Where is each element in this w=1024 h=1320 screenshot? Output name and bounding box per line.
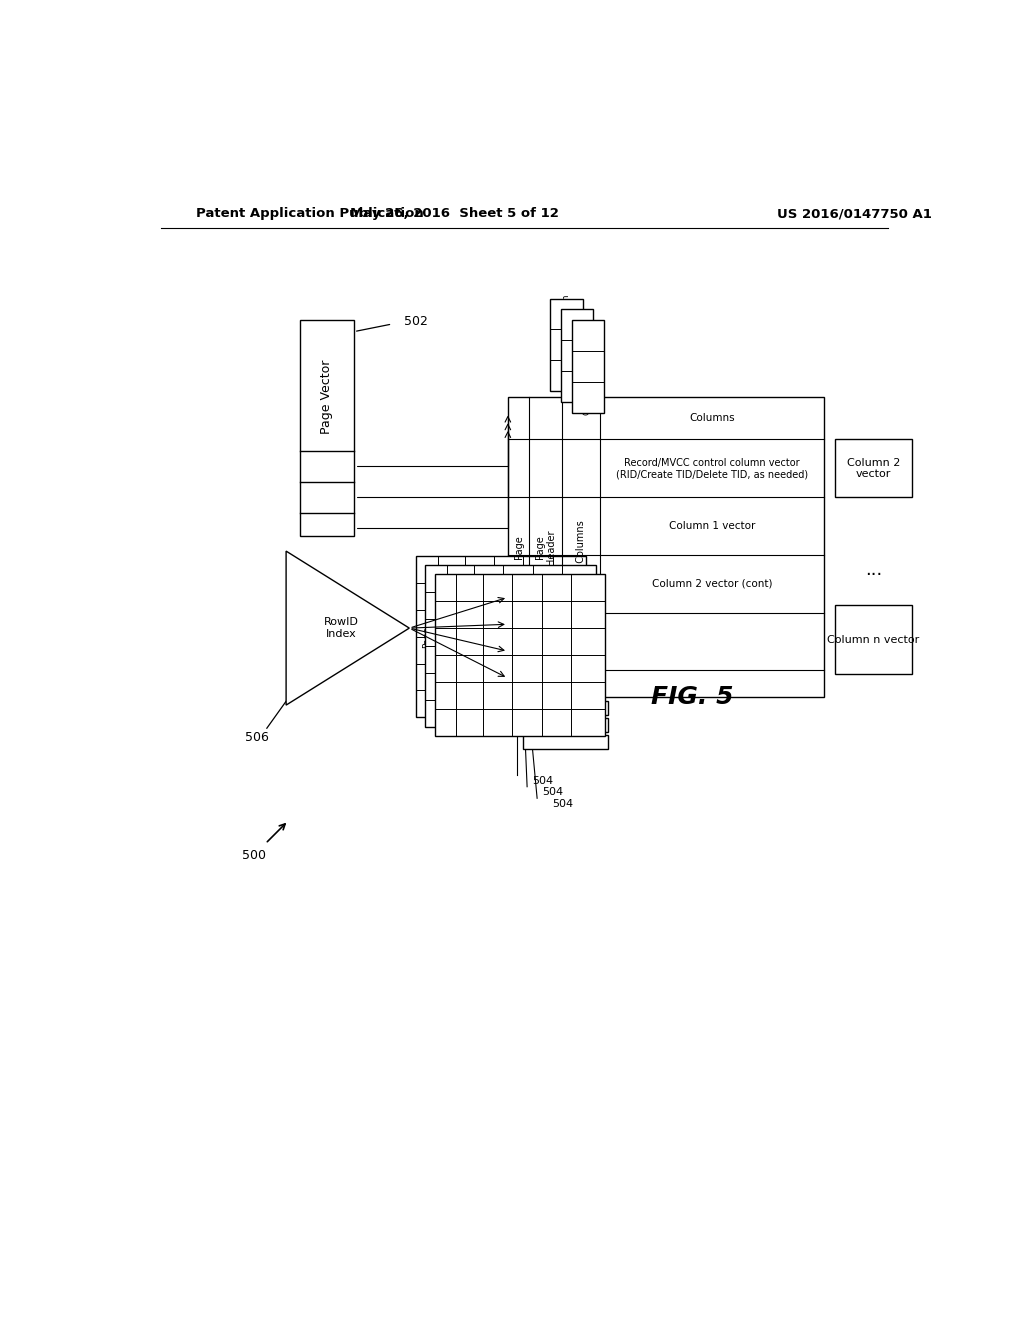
Bar [571, 321, 604, 413]
Text: 506: 506 [245, 731, 268, 744]
Text: DictPtr 0: DictPtr 0 [584, 635, 593, 675]
Bar [515, 718, 608, 733]
Text: Offset n: Offset n [562, 358, 571, 393]
Bar [508, 397, 823, 697]
Text: Page
Header: Page Header [460, 639, 479, 672]
Text: May 26, 2016  Sheet 5 of 12: May 26, 2016 Sheet 5 of 12 [349, 207, 558, 220]
Bar [300, 321, 354, 536]
Text: Column 2
vector: Column 2 vector [847, 458, 900, 479]
Text: 500: 500 [242, 849, 266, 862]
Text: Type n: Type n [543, 631, 552, 660]
Text: Type n: Type n [572, 341, 582, 370]
Text: Record/MVCC control column vector
(RID/Create TID/Delete TID, as needed): Record/MVCC control column vector (RID/C… [615, 458, 808, 479]
Text: Column 1 vector: Column 1 vector [669, 521, 755, 531]
Text: 504: 504 [532, 776, 554, 785]
Text: Type n: Type n [562, 330, 571, 359]
Text: Page Vector: Page Vector [321, 360, 334, 434]
Text: Page: Page [423, 626, 431, 648]
Text: Page: Page [441, 644, 450, 667]
Text: DictPtr n: DictPtr n [572, 305, 582, 345]
Text: Offset n: Offset n [504, 619, 513, 655]
Text: # Columns: # Columns [494, 630, 503, 680]
Text: # Columns: # Columns [577, 520, 586, 574]
Text: Type n: Type n [534, 622, 543, 651]
Text: Offset n: Offset n [513, 628, 522, 664]
Text: ...: ... [865, 561, 883, 579]
Bar [550, 298, 583, 391]
Text: Type 0: Type 0 [552, 640, 561, 669]
Text: US 2016/0147750 A1: US 2016/0147750 A1 [777, 207, 932, 220]
Text: RowID
Index: RowID Index [325, 618, 359, 639]
Text: 504: 504 [553, 799, 573, 809]
Text: Column n vector: Column n vector [827, 635, 920, 644]
Text: Page
Header: Page Header [451, 630, 470, 663]
Text: Type 0: Type 0 [584, 351, 593, 381]
Bar [425, 565, 596, 726]
Bar [416, 556, 587, 718]
Text: Page: Page [514, 536, 523, 560]
Text: DictPtr n: DictPtr n [574, 626, 584, 665]
Text: Page: Page [432, 635, 440, 657]
Text: # Columns: # Columns [484, 620, 494, 671]
Bar [836, 605, 912, 675]
Text: Columns: Columns [689, 413, 735, 424]
Polygon shape [286, 552, 410, 705]
Bar [561, 309, 593, 401]
Text: FIG. 5: FIG. 5 [651, 685, 734, 709]
Text: Patent Application Publication: Patent Application Publication [196, 207, 424, 220]
Text: DictPtr n: DictPtr n [565, 616, 574, 656]
Text: Page
Header: Page Header [535, 529, 556, 565]
Text: Offset 0: Offset 0 [584, 379, 593, 414]
Text: Offset 0: Offset 0 [522, 638, 531, 673]
Text: 504: 504 [543, 787, 563, 797]
Text: Column 2 vector (cont): Column 2 vector (cont) [651, 579, 772, 589]
Text: Page
Header: Page Header [441, 620, 461, 653]
Text: 502: 502 [403, 315, 428, 329]
Text: DictPtr n: DictPtr n [562, 294, 571, 334]
Bar [435, 574, 605, 737]
Text: # Columns: # Columns [475, 611, 484, 661]
Bar [523, 735, 608, 748]
Text: Offset n: Offset n [572, 368, 582, 404]
Bar [836, 440, 912, 498]
Bar [508, 701, 608, 715]
Text: DictPtr 0: DictPtr 0 [584, 315, 593, 355]
